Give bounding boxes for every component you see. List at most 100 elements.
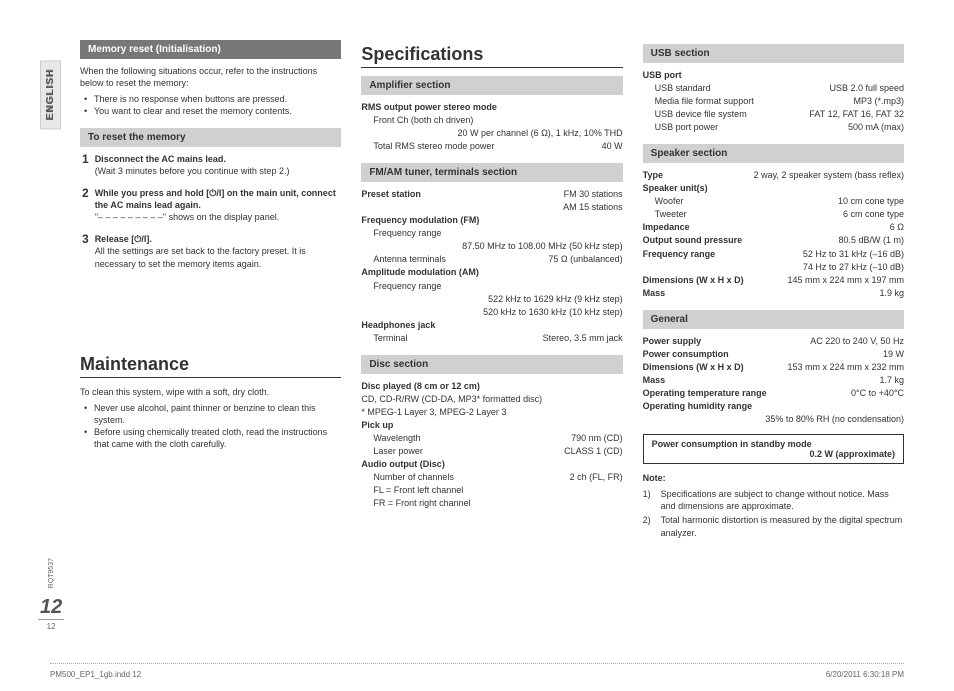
spec-row: Type2 way, 2 speaker system (bass reflex… (643, 169, 904, 182)
spec-row: Amplitude modulation (AM) (361, 266, 622, 279)
step-item: 3Release [⏻/I].All the settings are set … (82, 233, 341, 269)
footer-date: 6/20/2011 6:30:18 PM (826, 670, 904, 679)
spec-label: Tweeter (643, 208, 835, 221)
spec-row: Total RMS stereo mode power40 W (361, 140, 622, 153)
spec-label: Frequency range (361, 280, 622, 293)
bullet-item: There is no response when buttons are pr… (84, 93, 341, 105)
spec-value: 74 Hz to 27 kHz (–10 dB) (643, 261, 904, 274)
spec-row: USB standardUSB 2.0 full speed (643, 82, 904, 95)
amplifier-rows: RMS output power stereo modeFront Ch (bo… (361, 101, 622, 153)
spec-row: Front Ch (both ch driven) (361, 114, 622, 127)
spec-row: Media file format supportMP3 (*.mp3) (643, 95, 904, 108)
step-body: Disconnect the AC mains lead.(Wait 3 min… (95, 153, 342, 177)
step-body: While you press and hold [⏻/I] on the ma… (95, 187, 342, 223)
spec-value: MP3 (*.mp3) (853, 95, 904, 108)
spec-value: 10 cm cone type (838, 195, 904, 208)
memory-reset-intro: When the following situations occur, ref… (80, 65, 341, 89)
spec-label: Number of channels (361, 471, 561, 484)
spec-value: 87.50 MHz to 108.00 MHz (50 kHz step) (361, 240, 622, 253)
spec-value: 522 kHz to 1629 kHz (9 kHz step) (361, 293, 622, 306)
spec-row: Impedance6 Ω (643, 221, 904, 234)
spec-label: USB port power (643, 121, 840, 134)
memory-reset-banner: Memory reset (Initialisation) (80, 40, 341, 59)
spec-label: Dimensions (W x H x D) (643, 361, 780, 374)
spec-row: Dimensions (W x H x D)145 mm x 224 mm x … (643, 274, 904, 287)
reset-steps: 1Disconnect the AC mains lead.(Wait 3 mi… (80, 153, 341, 270)
amplifier-banner: Amplifier section (361, 76, 622, 95)
spec-row: TerminalStereo, 3.5 mm jack (361, 332, 622, 345)
page-number-block: RQT9537 12 12 (38, 558, 64, 631)
spec-label: Frequency range (361, 227, 622, 240)
spec-value: 153 mm x 224 mm x 232 mm (787, 361, 904, 374)
spec-row: Operating humidity range (643, 400, 904, 413)
spec-label: Woofer (643, 195, 830, 208)
spec-row: Audio output (Disc) (361, 458, 622, 471)
spec-label: Frequency range (643, 248, 795, 261)
content-columns: Memory reset (Initialisation) When the f… (80, 40, 904, 541)
speaker-rows: Type2 way, 2 speaker system (bass reflex… (643, 169, 904, 299)
language-tab: ENGLISH (40, 60, 61, 129)
spec-value: 1.9 kg (879, 287, 904, 300)
spec-label: Mass (643, 374, 872, 387)
spec-label: Operating humidity range (643, 400, 904, 413)
spec-value: 80.5 dB/W (1 m) (838, 234, 904, 247)
page-number-large: 12 (38, 596, 64, 620)
spec-value: AM 15 stations (361, 201, 622, 214)
spec-label: Amplitude modulation (AM) (361, 266, 622, 279)
spec-label: Frequency modulation (FM) (361, 214, 622, 227)
step-number: 3 (82, 233, 89, 269)
spec-label: USB standard (643, 82, 822, 95)
column-3: USB section USB portUSB standardUSB 2.0 … (643, 40, 904, 541)
step-number: 2 (82, 187, 89, 223)
column-2: Specifications Amplifier section RMS out… (361, 40, 622, 541)
spec-value: 75 Ω (unbalanced) (548, 253, 622, 266)
spec-row: Headphones jack (361, 319, 622, 332)
footer-file: PM500_EP1_1gb.indd 12 (50, 670, 141, 679)
spec-row: Power supplyAC 220 to 240 V, 50 Hz (643, 335, 904, 348)
step-number: 1 (82, 153, 89, 177)
disc-banner: Disc section (361, 355, 622, 374)
spec-row: RMS output power stereo mode (361, 101, 622, 114)
bullet-item: Before using chemically treated cloth, r… (84, 426, 341, 450)
spec-row: Preset stationFM 30 stations (361, 188, 622, 201)
general-banner: General (643, 310, 904, 329)
spec-label: Front Ch (both ch driven) (361, 114, 622, 127)
reset-memory-sub-banner: To reset the memory (80, 128, 341, 147)
spec-row: Mass 1.9 kg (643, 287, 904, 300)
maintenance-heading: Maintenance (80, 354, 341, 378)
spec-label: Disc played (8 cm or 12 cm) (361, 380, 622, 393)
spec-row: Tweeter 6 cm cone type (643, 208, 904, 221)
spec-label: FL = Front left channel (361, 484, 622, 497)
spec-label: USB device file system (643, 108, 802, 121)
note-item: 1)Specifications are subject to change w… (643, 488, 904, 512)
spec-row: FR = Front right channel (361, 497, 622, 510)
spec-row: Wavelength 790 nm (CD) (361, 432, 622, 445)
spec-value: 6 Ω (890, 221, 904, 234)
spec-label: Output sound pressure (643, 234, 831, 247)
spec-row: Number of channels2 ch (FL, FR) (361, 471, 622, 484)
disc-rows: Disc played (8 cm or 12 cm)CD, CD-R/RW (… (361, 380, 622, 510)
speaker-banner: Speaker section (643, 144, 904, 163)
spec-row: USB port power 500 mA (max) (643, 121, 904, 134)
spec-row: FL = Front left channel (361, 484, 622, 497)
spec-value: AC 220 to 240 V, 50 Hz (810, 335, 904, 348)
spec-row: Mass1.7 kg (643, 374, 904, 387)
spec-label: Wavelength (361, 432, 563, 445)
spec-label: Audio output (Disc) (361, 458, 622, 471)
spec-row: Dimensions (W x H x D) 153 mm x 224 mm x … (643, 361, 904, 374)
spec-value: 2 way, 2 speaker system (bass reflex) (754, 169, 904, 182)
spec-row: Frequency range (361, 280, 622, 293)
spec-label: Pick up (361, 419, 622, 432)
spec-label: Mass (643, 287, 872, 300)
tuner-rows: Preset stationFM 30 stationsAM 15 statio… (361, 188, 622, 345)
spec-row: Antenna terminals75 Ω (unbalanced) (361, 253, 622, 266)
page-number-small: 12 (38, 622, 64, 631)
spec-value: 500 mA (max) (848, 121, 904, 134)
bullet-item: You want to clear and reset the memory c… (84, 105, 341, 117)
standby-power-value: 0.2 W (approximate) (652, 449, 895, 459)
spec-value: 790 nm (CD) (571, 432, 623, 445)
spec-value: 6 cm cone type (843, 208, 904, 221)
note-item: 2)Total harmonic distortion is measured … (643, 514, 904, 538)
tuner-banner: FM/AM tuner, terminals section (361, 163, 622, 182)
notes-list: 1)Specifications are subject to change w… (643, 488, 904, 539)
